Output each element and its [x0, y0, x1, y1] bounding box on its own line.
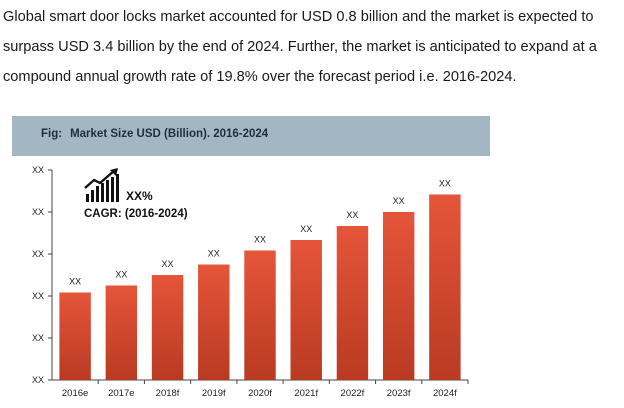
x-tick-label: 2024f [433, 388, 457, 399]
cagr-label: CAGR: (2016-2024) [84, 208, 188, 220]
chart-labels: 2016e XX 2017e XX 2018f XX 2019f XX 2020f XX 2021f… [62, 179, 457, 400]
bar-2019f [198, 264, 230, 380]
bar-2023f [382, 212, 415, 380]
market-size-figure: Fig: Market Size USD (Billion). 2016-2024… [12, 116, 490, 406]
data-label: XX [393, 196, 405, 206]
cagr-callout: XX% CAGR: (2016-2024) [84, 168, 234, 228]
x-tick-label: 2017e [108, 388, 134, 399]
data-label: XX [300, 224, 312, 234]
x-tick-label: 2020f [248, 388, 272, 399]
intro-paragraph: Global smart door locks market accounted… [3, 9, 597, 85]
data-label: XX [162, 259, 174, 269]
figure-caption: Fig: Market Size USD (Billion). 2016-2024 [41, 128, 268, 140]
y-tick-label: XX [32, 333, 44, 343]
bar-chart: XX XX XX XX XX XX 2016e XX 2017e XX 2018f XX 2019f X… [32, 165, 469, 400]
data-label: XX [69, 277, 81, 287]
data-label: XX [254, 235, 266, 245]
x-tick-label: 2018f [156, 388, 180, 399]
chart-bars [59, 194, 461, 380]
bar-2024f [429, 194, 461, 380]
bar-2018f [151, 275, 184, 380]
data-label: XX [115, 270, 127, 280]
bar-2020f [244, 250, 276, 380]
y-tick-label: XX [32, 375, 44, 385]
bar-2021f [290, 240, 322, 380]
bar-2022f [336, 226, 369, 380]
cagr-value: XX% [126, 189, 153, 203]
data-label: XX [346, 210, 358, 220]
figure-prefix: Fig: [41, 128, 63, 140]
y-tick-label: XX [32, 207, 44, 217]
x-tick-label: 2022f [341, 388, 365, 399]
figure-title: Market Size USD (Billion). 2016-2024 [70, 128, 269, 140]
bar-growth-arrow-icon [84, 168, 119, 202]
bar-2016e [59, 292, 91, 380]
y-tick-label: XX [32, 165, 44, 175]
x-tick-label: 2016e [62, 388, 88, 399]
x-tick-label: 2021f [294, 388, 318, 399]
data-label: XX [208, 249, 220, 259]
figure-header: Fig: Market Size USD (Billion). 2016-2024 [12, 116, 490, 156]
x-tick-label: 2019f [202, 388, 226, 399]
y-tick-label: XX [32, 249, 44, 259]
data-label: XX [439, 179, 451, 189]
x-tick-label: 2023f [387, 388, 411, 399]
y-tick-label: XX [32, 291, 44, 301]
bar-2017e [105, 285, 138, 380]
